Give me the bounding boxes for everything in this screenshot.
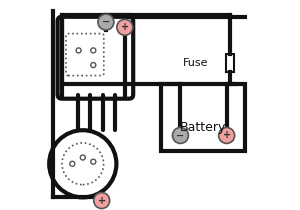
Bar bbox=[226, 54, 234, 72]
Circle shape bbox=[219, 127, 235, 143]
Text: Battery: Battery bbox=[179, 121, 226, 134]
Text: −: − bbox=[102, 17, 110, 27]
Text: −: − bbox=[176, 130, 184, 140]
Circle shape bbox=[94, 193, 110, 209]
Bar bbox=[160, 84, 244, 151]
Text: +: + bbox=[223, 130, 231, 140]
Text: +: + bbox=[98, 196, 106, 206]
Circle shape bbox=[172, 127, 188, 143]
Circle shape bbox=[98, 14, 114, 30]
Circle shape bbox=[117, 19, 133, 35]
Text: Fuse: Fuse bbox=[183, 58, 209, 68]
Text: +: + bbox=[121, 22, 129, 32]
